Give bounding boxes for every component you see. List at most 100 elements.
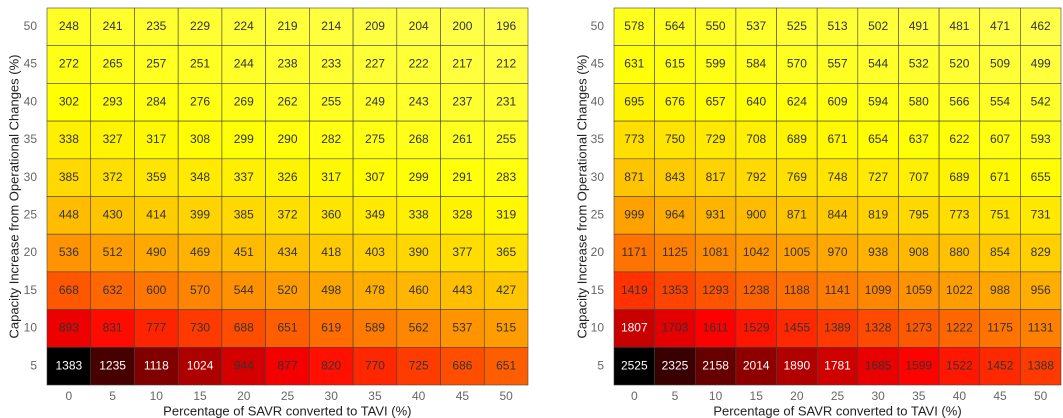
heat-cell	[134, 346, 179, 386]
cell-label: 1222	[946, 321, 973, 335]
cell-label: 537	[746, 19, 766, 33]
cell-label: 229	[190, 19, 210, 33]
cell-label: 261	[452, 132, 472, 146]
cell-label: 829	[1031, 245, 1051, 259]
cell-label: 326	[277, 170, 297, 184]
cell-label: 1599	[905, 358, 932, 372]
heat-cell	[979, 158, 1021, 197]
y-tick-label: 50	[24, 19, 38, 33]
cell-label: 622	[949, 132, 969, 146]
cell-label: 525	[787, 19, 807, 33]
cell-label: 880	[949, 245, 969, 259]
cell-label: 399	[190, 208, 210, 222]
heat-cell	[857, 196, 899, 235]
cell-label: 390	[409, 245, 429, 259]
heat-cell	[898, 346, 940, 386]
cell-label: 255	[321, 94, 341, 108]
heat-cell	[221, 120, 266, 160]
x-tick-label: 5	[109, 389, 116, 403]
x-tick-label: 35	[912, 389, 926, 403]
heat-cell	[654, 45, 696, 84]
heat-cell	[857, 120, 899, 160]
x-axis-label: Percentage of SAVR converted to TAVI (%)	[163, 403, 411, 418]
heat-cell	[134, 309, 179, 348]
heat-cell	[440, 346, 485, 386]
heat-cell	[776, 45, 818, 84]
x-tick-label: 20	[790, 389, 804, 403]
y-tick-label: 35	[591, 132, 605, 146]
cell-label: 233	[321, 57, 341, 71]
cell-label: 499	[1031, 57, 1051, 71]
cell-label: 1389	[824, 321, 851, 335]
heat-cell	[979, 271, 1021, 310]
heat-cell	[221, 158, 266, 197]
heat-cell	[694, 7, 737, 47]
cell-label: 481	[949, 19, 969, 33]
cell-label: 520	[949, 57, 969, 71]
cell-label: 291	[452, 170, 472, 184]
heat-cell	[898, 7, 940, 47]
cell-label: 217	[452, 57, 472, 71]
cell-label: 513	[827, 19, 847, 33]
cell-label: 308	[190, 132, 210, 146]
cell-label: 1685	[865, 358, 892, 372]
heat-cell	[177, 233, 223, 273]
cell-label: 964	[665, 208, 685, 222]
cell-label: 1807	[621, 321, 648, 335]
heat-cell	[265, 309, 310, 348]
cell-label: 843	[665, 170, 685, 184]
cell-label: 1238	[743, 283, 770, 297]
heat-cell	[483, 233, 529, 273]
cell-label: 377	[452, 245, 472, 259]
heat-cell	[613, 271, 655, 310]
cell-label: 819	[868, 208, 888, 222]
cell-label: 2158	[702, 358, 729, 372]
heat-cell	[90, 7, 135, 47]
cell-label: 1022	[946, 283, 973, 297]
heat-cell	[654, 233, 696, 273]
cell-label: 430	[103, 208, 123, 222]
heat-cell	[654, 196, 696, 235]
heat-cell	[309, 45, 354, 84]
heat-cell	[46, 83, 92, 122]
cell-label: 632	[103, 283, 123, 297]
cell-label: 282	[321, 132, 341, 146]
cell-label: 695	[624, 94, 644, 108]
heat-cell	[177, 7, 223, 47]
cell-label: 817	[706, 170, 726, 184]
heat-cell	[483, 346, 529, 386]
cell-label: 237	[452, 94, 472, 108]
heat-cell	[177, 120, 223, 160]
cell-label: 542	[1031, 94, 1051, 108]
cell-label: 725	[409, 358, 429, 372]
heat-cell	[396, 45, 441, 84]
cell-label: 544	[234, 283, 254, 297]
heat-cell	[177, 271, 223, 310]
heat-cell	[440, 233, 485, 273]
heat-cell	[613, 233, 655, 273]
cell-label: 871	[624, 170, 644, 184]
heat-cell	[134, 233, 179, 273]
heat-cell	[898, 120, 940, 160]
cell-label: 599	[706, 57, 726, 71]
heat-cell	[1020, 120, 1062, 160]
cell-label: 219	[277, 19, 297, 33]
cell-label: 462	[1031, 19, 1051, 33]
cell-label: 607	[990, 132, 1010, 146]
cell-label: 988	[990, 283, 1010, 297]
cell-label: 360	[321, 208, 341, 222]
cell-label: 1171	[621, 245, 647, 259]
heat-cell	[816, 120, 859, 160]
cell-label: 594	[868, 94, 888, 108]
heat-cell	[816, 309, 859, 348]
cell-label: 844	[827, 208, 847, 222]
cell-label: 293	[103, 94, 123, 108]
heat-cell	[1020, 45, 1062, 84]
cell-label: 328	[452, 208, 472, 222]
x-tick-label: 25	[831, 389, 845, 403]
heat-cell	[979, 7, 1021, 47]
cell-label: 451	[234, 245, 254, 259]
heat-cell	[776, 7, 818, 47]
cell-label: 938	[868, 245, 888, 259]
